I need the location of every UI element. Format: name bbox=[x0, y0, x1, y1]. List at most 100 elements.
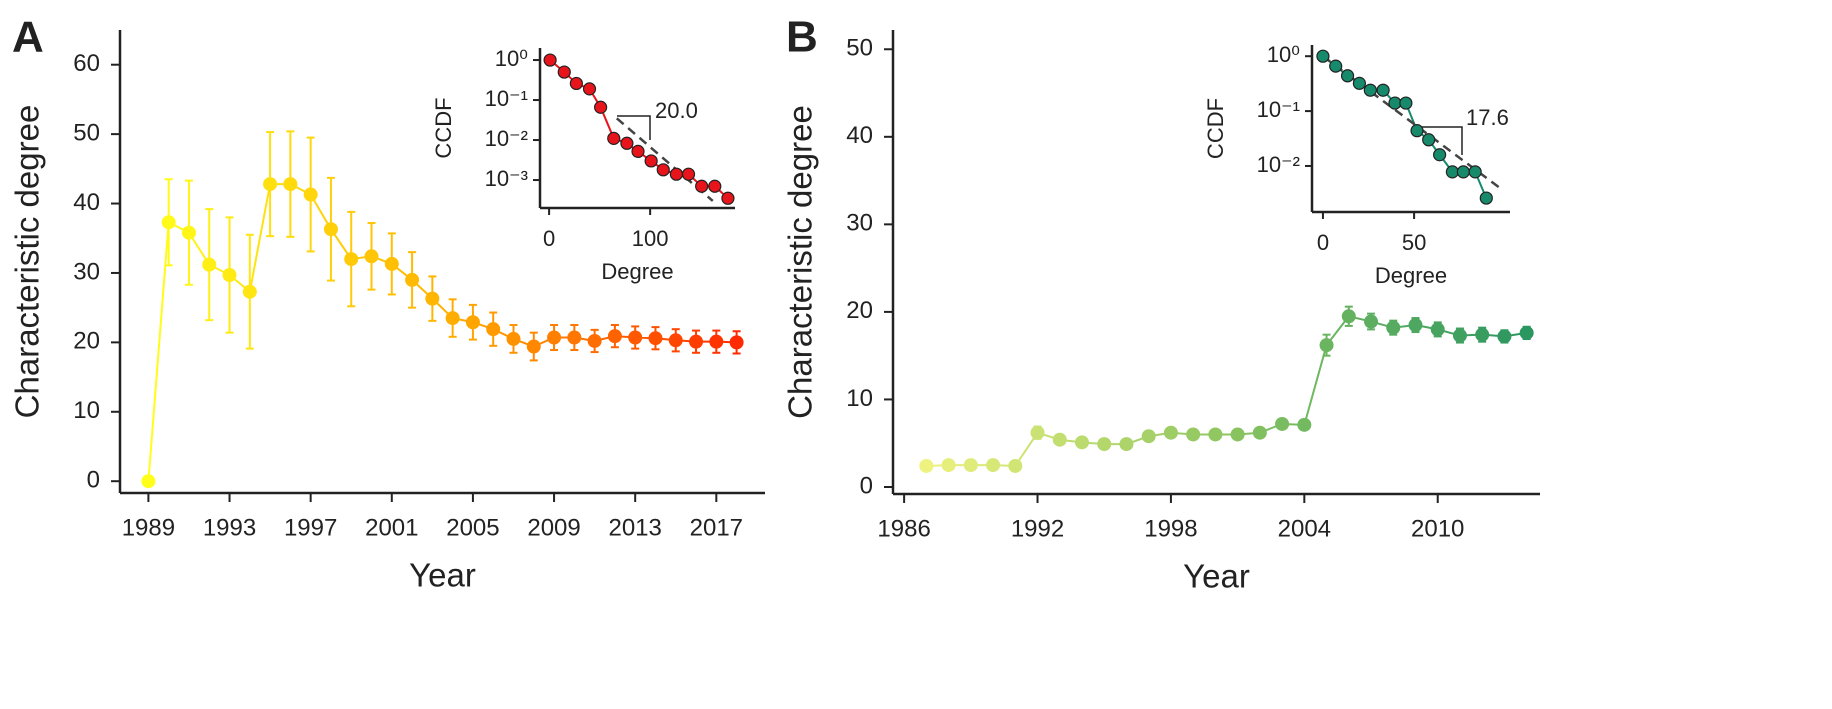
point bbox=[1141, 429, 1156, 444]
y-tick-label: 10 bbox=[846, 385, 873, 412]
slope-annotation: 17.6 bbox=[1466, 105, 1509, 130]
inset-point bbox=[1316, 49, 1330, 63]
inset-point bbox=[569, 76, 583, 91]
inset-point bbox=[1388, 96, 1402, 110]
inset-y-tick-label: 10⁻³ bbox=[485, 166, 528, 191]
inset-point bbox=[1352, 76, 1367, 90]
slope-annotation: 20.0 bbox=[655, 98, 698, 123]
x-tick-label: 1989 bbox=[122, 514, 175, 541]
point bbox=[222, 268, 237, 283]
point bbox=[1319, 338, 1334, 353]
inset-point bbox=[1479, 191, 1493, 205]
point bbox=[323, 222, 338, 237]
x-tick-label: 1997 bbox=[284, 514, 337, 541]
point bbox=[161, 215, 176, 230]
inset-point bbox=[631, 144, 645, 159]
inset-x-label: Degree bbox=[601, 259, 673, 284]
inset-point bbox=[1376, 83, 1390, 97]
x-tick-label: 2004 bbox=[1278, 515, 1331, 542]
slope-bracket bbox=[617, 115, 651, 140]
point bbox=[303, 187, 318, 202]
x-tick-label: 1992 bbox=[1011, 515, 1064, 542]
inset-y-tick-label: 10⁻² bbox=[1257, 152, 1300, 177]
inset-y-tick-label: 10⁰ bbox=[495, 46, 528, 71]
point bbox=[1519, 325, 1534, 340]
inset-x-tick-label: 0 bbox=[1317, 230, 1329, 255]
point bbox=[1297, 417, 1312, 432]
point bbox=[283, 177, 298, 192]
point bbox=[963, 458, 978, 473]
point bbox=[919, 458, 934, 473]
inset-point bbox=[656, 163, 670, 177]
point bbox=[425, 291, 440, 306]
inset-point bbox=[695, 179, 709, 193]
inset-point bbox=[721, 191, 735, 205]
x-tick-label: 2001 bbox=[365, 514, 418, 541]
y-tick-label: 50 bbox=[846, 35, 873, 62]
point bbox=[181, 225, 196, 240]
x-axis-label: Year bbox=[409, 557, 476, 594]
inset-point bbox=[543, 53, 557, 67]
point bbox=[648, 331, 663, 346]
panel-letter: B bbox=[786, 13, 818, 62]
point bbox=[1052, 432, 1067, 447]
x-tick-label: 2013 bbox=[608, 514, 661, 541]
slope-bracket bbox=[1418, 126, 1463, 155]
x-tick-label: 1993 bbox=[203, 514, 256, 541]
series-line bbox=[926, 315, 1527, 468]
point bbox=[1074, 435, 1089, 450]
point bbox=[1408, 318, 1423, 333]
inset-point bbox=[1433, 148, 1447, 162]
point bbox=[1097, 437, 1112, 452]
point bbox=[1208, 427, 1223, 442]
y-tick-label: 50 bbox=[73, 119, 100, 146]
x-tick-label: 1998 bbox=[1144, 515, 1197, 542]
point bbox=[709, 334, 724, 349]
x-tick-label: 2010 bbox=[1411, 515, 1464, 542]
x-axis-label: Year bbox=[1183, 558, 1250, 595]
inset-point bbox=[1445, 165, 1459, 179]
point bbox=[547, 330, 562, 345]
inset-x-tick-label: 0 bbox=[543, 226, 555, 251]
point bbox=[1119, 437, 1134, 452]
inset-y-tick-label: 10⁰ bbox=[1267, 42, 1300, 67]
point bbox=[202, 257, 217, 272]
inset-point bbox=[582, 82, 597, 96]
point bbox=[526, 339, 541, 354]
point bbox=[384, 256, 399, 271]
point bbox=[242, 284, 257, 299]
inset-point bbox=[620, 136, 634, 150]
y-tick-label: 30 bbox=[73, 258, 100, 285]
inset-point bbox=[1363, 83, 1377, 97]
y-tick-label: 40 bbox=[73, 189, 100, 216]
point bbox=[567, 330, 582, 345]
x-tick-label: 2009 bbox=[527, 514, 580, 541]
y-tick-label: 20 bbox=[846, 297, 873, 324]
point bbox=[1008, 458, 1023, 473]
point bbox=[1475, 327, 1490, 342]
point bbox=[465, 315, 480, 330]
point bbox=[141, 474, 156, 489]
point bbox=[405, 272, 420, 287]
inset-y-label: CCDF bbox=[431, 97, 456, 158]
y-tick-label: 20 bbox=[73, 328, 100, 355]
inset-y-tick-label: 10⁻¹ bbox=[1257, 97, 1300, 122]
inset-point bbox=[1456, 165, 1470, 179]
point bbox=[1452, 328, 1467, 343]
x-tick-label: 2017 bbox=[690, 514, 743, 541]
point bbox=[1386, 320, 1401, 335]
x-tick-label: 2005 bbox=[446, 514, 499, 541]
y-axis-label: Characteristic degree bbox=[9, 105, 46, 419]
inset-point bbox=[1399, 96, 1413, 110]
inset-y-tick-label: 10⁻¹ bbox=[485, 86, 528, 111]
point bbox=[668, 333, 683, 348]
y-tick-label: 0 bbox=[860, 472, 873, 499]
inset-point bbox=[607, 131, 621, 145]
y-tick-label: 30 bbox=[846, 210, 873, 237]
y-tick-label: 10 bbox=[73, 397, 100, 424]
point bbox=[1497, 329, 1512, 344]
point bbox=[628, 330, 643, 345]
y-tick-label: 40 bbox=[846, 122, 873, 149]
point bbox=[729, 335, 744, 350]
